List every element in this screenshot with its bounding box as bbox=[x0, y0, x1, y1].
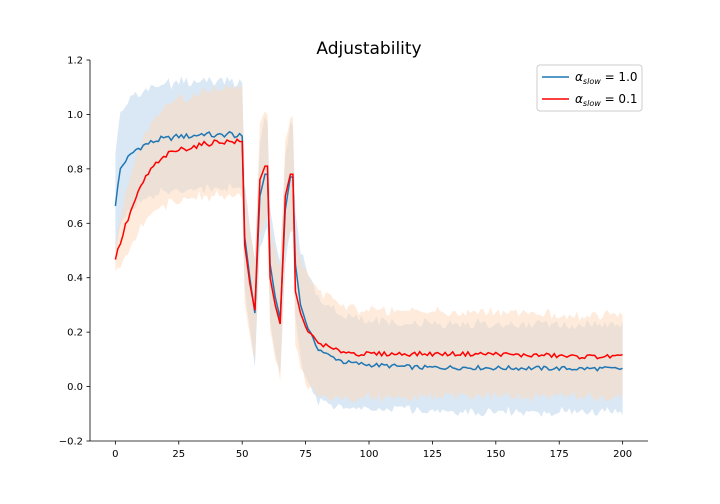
confidence-bands bbox=[115, 76, 623, 418]
x-tick-label: 175 bbox=[550, 449, 569, 460]
x-tick-label: 75 bbox=[299, 449, 312, 460]
y-tick-label: 1.2 bbox=[67, 56, 83, 67]
x-tick-label: 100 bbox=[359, 449, 378, 460]
series-lines bbox=[114, 130, 623, 372]
x-tick-label: 200 bbox=[613, 449, 632, 460]
x-tick-label: 50 bbox=[236, 449, 249, 460]
y-tick-label: 0.0 bbox=[67, 382, 83, 393]
x-tick-label: 0 bbox=[112, 449, 118, 460]
chart-title: Adjustability bbox=[316, 39, 421, 59]
y-tick-label: 0.2 bbox=[67, 328, 83, 339]
legend: αslow = 1.0 αslow = 0.1 bbox=[536, 64, 643, 112]
y-tick-label: 0.6 bbox=[67, 219, 83, 230]
band-series-2 bbox=[115, 83, 623, 404]
axes: 0 25 50 75 100 125 150 175 200 −0.2 0.0 0.2 0.4 0.6 0.… bbox=[59, 56, 648, 460]
x-tick-label: 25 bbox=[172, 449, 185, 460]
y-tick-label: 1.0 bbox=[67, 110, 83, 121]
x-tick-label: 125 bbox=[423, 449, 442, 460]
y-tick-label: −0.2 bbox=[59, 437, 83, 448]
legend-label: αslow = 0.1 bbox=[575, 92, 638, 108]
x-tick-label: 150 bbox=[486, 449, 505, 460]
line-series-1 bbox=[114, 130, 623, 372]
y-tick-label: 0.8 bbox=[67, 164, 83, 175]
line-series-2 bbox=[114, 138, 623, 360]
legend-label: αslow = 1.0 bbox=[575, 70, 638, 86]
y-tick-label: 0.4 bbox=[67, 273, 83, 284]
